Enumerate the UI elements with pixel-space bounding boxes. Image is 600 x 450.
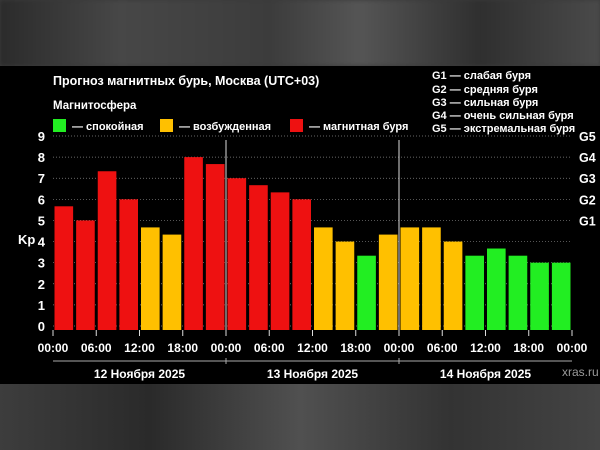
kp-bar [141, 227, 160, 330]
x-tick-label: 12:00 [124, 341, 155, 355]
x-tick-label: 00:00 [38, 341, 69, 355]
kp-forecast-chart: Прогноз магнитных бурь, Москва (UTC+03) … [18, 70, 599, 381]
y-tick-label: 4 [38, 235, 46, 250]
kp-bar [422, 227, 441, 330]
g-tick-label: G1 [579, 214, 596, 228]
blurred-background-top [0, 0, 600, 66]
g-scale-g1: G1 — слабая буря [432, 70, 531, 82]
g-tick-label: G3 [579, 172, 596, 186]
g-tick-label: G4 [579, 151, 596, 165]
legend-swatch-quiet [53, 119, 66, 132]
y-tick-label: 5 [38, 213, 45, 228]
g-scale-g3: G3 — сильная буря [432, 97, 538, 109]
grid-lines [53, 135, 572, 327]
y-tick-label: 9 [38, 129, 45, 144]
legend: — спокойная — возбужденная — магнитная б… [53, 119, 408, 133]
kp-bar [249, 185, 268, 330]
legend-label-storm: — магнитная буря [309, 121, 408, 133]
y-ticks: 0 1 2 3 4 5 6 7 8 9 [38, 129, 46, 334]
legend-label-quiet: — спокойная [72, 121, 144, 133]
date-label: 12 Ноября 2025 [94, 367, 185, 381]
x-tick-label: 00:00 [211, 341, 242, 355]
g-tick-label: G5 [579, 130, 596, 144]
kp-bar [378, 234, 398, 330]
x-ticks: 00:00 06:00 12:00 18:00 00:00 06:00 12:00 18:00… [38, 330, 588, 355]
y-tick-label: 3 [38, 256, 45, 271]
chart-title: Прогноз магнитных бурь, Москва (UTC+03) [53, 74, 319, 88]
kp-bar [551, 262, 571, 330]
x-tick-label: 00:00 [557, 341, 588, 355]
kp-bar [400, 227, 420, 330]
kp-bar [335, 241, 355, 330]
g-tick-label: G2 [579, 193, 596, 207]
legend-label-active: — возбужденная [179, 121, 271, 133]
bars [54, 157, 571, 330]
g-scale-g2: G2 — средняя буря [432, 84, 538, 96]
y-tick-label: 1 [38, 298, 45, 313]
kp-bar [119, 199, 138, 330]
g-ticks: G1 G2 G3 G4 G5 [579, 130, 596, 228]
kp-bar [508, 255, 528, 330]
legend-swatch-storm [290, 119, 303, 132]
kp-bar [465, 255, 484, 330]
legend-title: Магнитосфера [53, 100, 137, 112]
kp-bar [54, 206, 74, 330]
x-tick-label: 18:00 [513, 341, 544, 355]
kp-bar [184, 157, 203, 330]
watermark: xras.ru [562, 365, 599, 379]
date-label: 14 Ноября 2025 [440, 367, 531, 381]
g-scale-g5: G5 — экстремальная буря [432, 123, 575, 135]
kp-bar [205, 164, 225, 330]
chart-panel: Прогноз магнитных бурь, Москва (UTC+03) … [0, 66, 600, 384]
day-dividers [225, 140, 400, 334]
kp-bar [270, 192, 290, 330]
legend-swatch-active [160, 119, 173, 132]
g-scale-legend: G1 — слабая буря G2 — средняя буря G3 — … [432, 70, 575, 135]
kp-bar [292, 199, 311, 330]
x-tick-label: 06:00 [254, 341, 285, 355]
x-tick-label: 06:00 [81, 341, 112, 355]
y-tick-label: 7 [38, 171, 45, 186]
kp-bar [443, 241, 463, 330]
kp-bar [357, 255, 376, 330]
date-labels: 12 Ноября 2025 13 Ноября 2025 14 Ноября 20… [53, 358, 572, 381]
x-tick-label: 18:00 [167, 341, 198, 355]
kp-bar [76, 220, 95, 330]
x-tick-label: 18:00 [340, 341, 371, 355]
y-tick-label: 6 [38, 192, 45, 207]
kp-bar [314, 227, 333, 330]
x-tick-label: 12:00 [297, 341, 328, 355]
y-axis-label: Kp [18, 232, 35, 247]
x-tick-label: 06:00 [427, 341, 458, 355]
kp-bar [97, 171, 117, 330]
blurred-background-bottom [0, 384, 600, 450]
y-tick-label: 2 [38, 277, 45, 292]
kp-bar [487, 248, 506, 330]
kp-bar [227, 178, 247, 330]
x-tick-label: 00:00 [384, 341, 415, 355]
kp-bar [162, 234, 182, 330]
x-tick-label: 12:00 [470, 341, 501, 355]
kp-bar [530, 262, 549, 330]
g-scale-g4: G4 — очень сильная буря [432, 110, 574, 122]
date-label: 13 Ноября 2025 [267, 367, 358, 381]
y-tick-label: 8 [38, 150, 45, 165]
y-tick-label: 0 [38, 319, 45, 334]
